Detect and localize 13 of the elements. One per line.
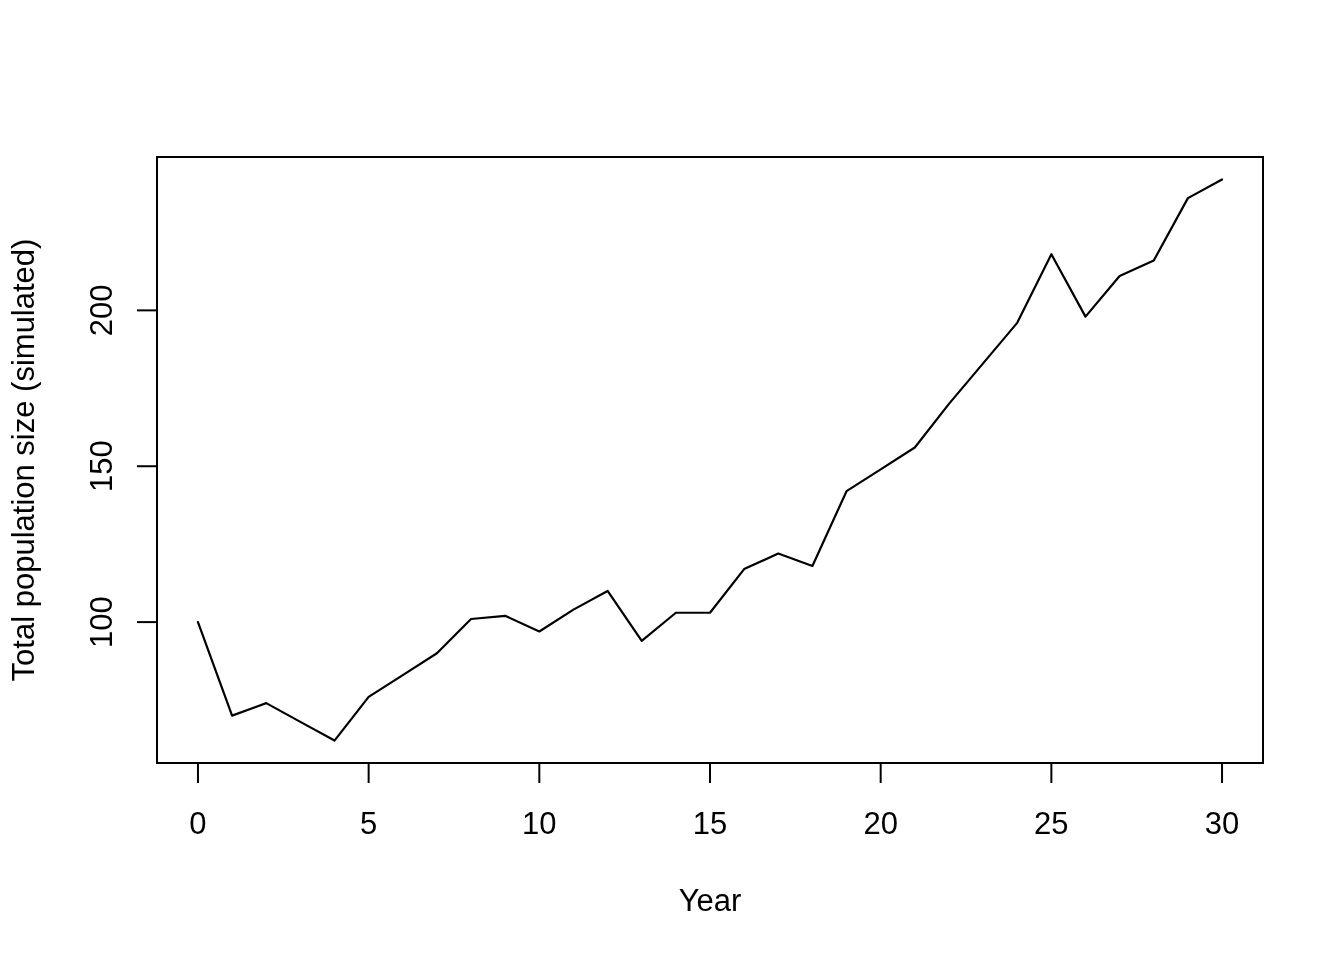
y-tick-label: 200 — [84, 284, 119, 337]
y-tick-label: 150 — [84, 440, 119, 493]
y-tick-label: 100 — [84, 596, 119, 648]
x-tick-label: 30 — [1204, 806, 1240, 841]
x-tick-label: 15 — [692, 806, 728, 841]
x-tick-label: 25 — [1034, 806, 1069, 841]
x-axis-title: Year — [678, 883, 742, 918]
x-tick-label: 20 — [863, 806, 898, 841]
x-tick-label: 0 — [189, 806, 207, 841]
x-tick-label: 5 — [360, 806, 378, 841]
line-series — [196, 178, 1224, 742]
y-axis-title: Total population size (simulated) — [6, 238, 41, 682]
x-tick-label: 10 — [522, 806, 557, 841]
